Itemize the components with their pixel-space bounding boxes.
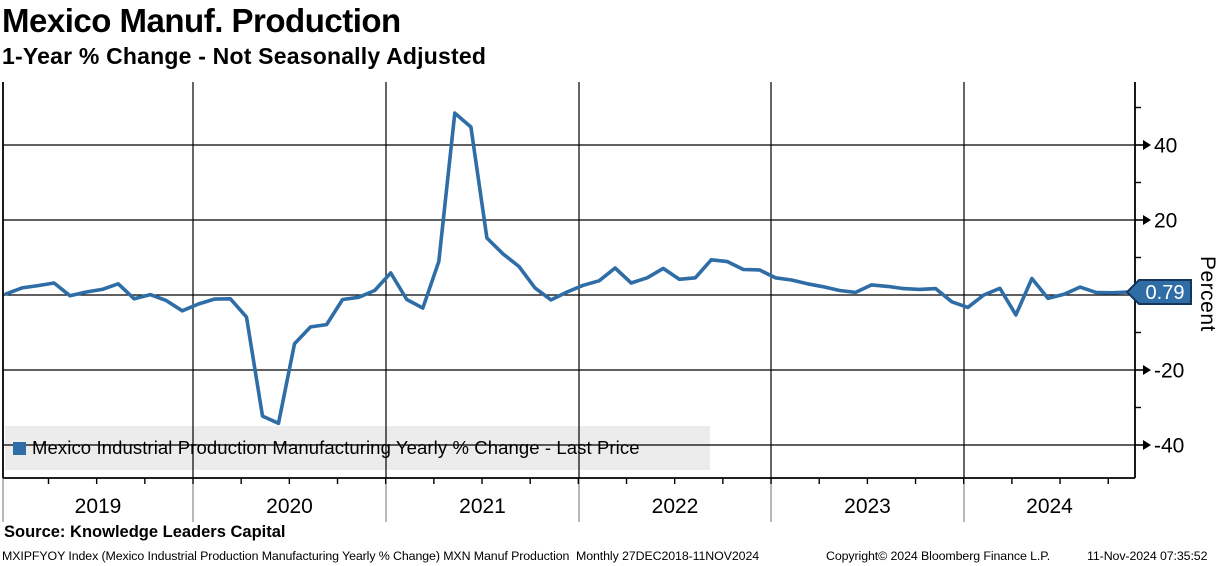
source-label: Source: bbox=[4, 523, 71, 541]
legend: Mexico Industrial Production Manufacturi… bbox=[13, 437, 640, 459]
x-year-label: 2023 bbox=[844, 495, 891, 518]
y-axis-title: Percent bbox=[1196, 256, 1219, 332]
price-line bbox=[4, 111, 1130, 426]
footer-description: MXIPFYOY Index (Mexico Industrial Produc… bbox=[2, 549, 760, 563]
legend-background bbox=[5, 426, 710, 470]
x-year-label: 2019 bbox=[75, 495, 122, 518]
x-year-label: 2022 bbox=[652, 495, 699, 518]
chart-subtitle: 1-Year % Change - Not Seasonally Adjuste… bbox=[2, 43, 487, 69]
legend-marker-icon bbox=[13, 441, 26, 455]
y-tick-arrow-icon bbox=[1143, 140, 1151, 150]
x-year-label: 2024 bbox=[1026, 495, 1073, 518]
x-year-label: 2020 bbox=[266, 495, 313, 518]
chart-title: Mexico Manuf. Production bbox=[2, 2, 401, 39]
y-tick-label: 20 bbox=[1154, 210, 1177, 233]
x-year-label: 2021 bbox=[459, 495, 506, 518]
y-tick-arrow-icon bbox=[1143, 365, 1151, 375]
footer-timestamp: 11-Nov-2024 07:35:52 bbox=[1087, 549, 1208, 563]
legend-label: Mexico Industrial Production Manufacturi… bbox=[32, 437, 640, 458]
footer-copyright: Copyright© 2024 Bloomberg Finance L.P. bbox=[826, 549, 1051, 563]
source-line: Source: Knowledge Leaders Capital bbox=[4, 523, 286, 542]
y-tick-arrow-icon bbox=[1143, 215, 1151, 225]
footer-bar: MXIPFYOY Index (Mexico Industrial Produc… bbox=[0, 549, 1224, 565]
source-name: Knowledge Leaders Capital bbox=[70, 523, 286, 541]
last-price-badge bbox=[1125, 279, 1192, 306]
y-tick-label: -40 bbox=[1154, 435, 1184, 458]
last-price-value: 0.79 bbox=[1146, 282, 1185, 304]
y-tick-arrow-icon bbox=[1143, 440, 1151, 450]
y-tick-label: 40 bbox=[1154, 135, 1177, 158]
y-tick-label: -20 bbox=[1154, 360, 1184, 383]
